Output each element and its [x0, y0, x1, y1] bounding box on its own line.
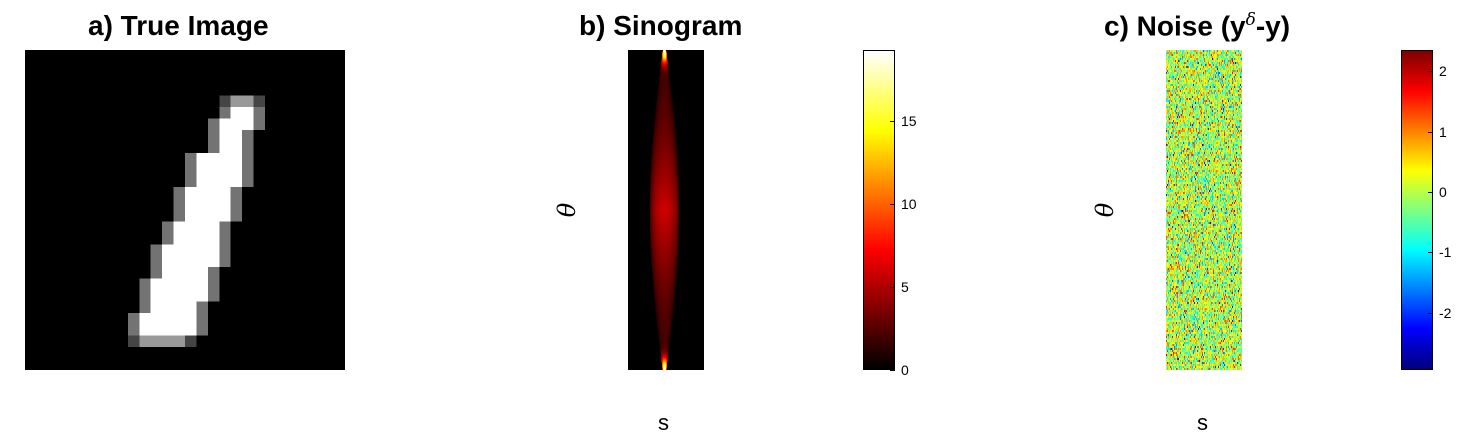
panel-c-title: c) Noise (yδ-y) — [1104, 10, 1290, 42]
colorbar-tick-label: -2 — [1439, 305, 1452, 321]
true-image-heatmap — [25, 50, 345, 370]
colorbar-tick-label: 10 — [901, 196, 917, 212]
panel-b-title: b) Sinogram — [579, 10, 743, 41]
colorbar-tick-label: 2 — [1439, 63, 1447, 79]
noise-title-tail: -y) — [1255, 10, 1291, 42]
colorbar-tick-mark — [890, 121, 895, 122]
colorbar-tick-mark — [890, 287, 895, 288]
colorbar-tick-label: 0 — [901, 362, 909, 378]
noise-x-axis-label: s — [1197, 410, 1208, 435]
colorbar-tick-mark — [1428, 313, 1433, 314]
colorbar-tick-label: 15 — [901, 113, 917, 129]
colorbar-tick-mark — [890, 370, 895, 371]
sinogram-heatmap — [628, 50, 704, 370]
colorbar-tick-mark — [1428, 132, 1433, 133]
colorbar-tick-label: -1 — [1439, 244, 1452, 260]
noise-y-axis-label: θ — [1091, 202, 1120, 218]
noise-colorbar — [1401, 50, 1433, 370]
colorbar-tick-mark — [1428, 71, 1433, 72]
colorbar-tick-label: 5 — [901, 279, 909, 295]
noise-heatmap — [1166, 50, 1242, 370]
colorbar-tick-mark — [890, 204, 895, 205]
sinogram-colorbar — [863, 50, 895, 370]
noise-title-main: c) Noise (y — [1104, 10, 1246, 42]
colorbar-tick-mark — [1428, 252, 1433, 253]
noise-title-delta: δ — [1245, 10, 1256, 30]
sinogram-x-axis-label: s — [658, 410, 669, 435]
sinogram-y-axis-label: θ — [553, 202, 582, 218]
panel-a-title: a) True Image — [88, 10, 269, 41]
colorbar-tick-mark — [1428, 192, 1433, 193]
colorbar-tick-label: 0 — [1439, 184, 1447, 200]
colorbar-tick-label: 1 — [1439, 124, 1447, 140]
